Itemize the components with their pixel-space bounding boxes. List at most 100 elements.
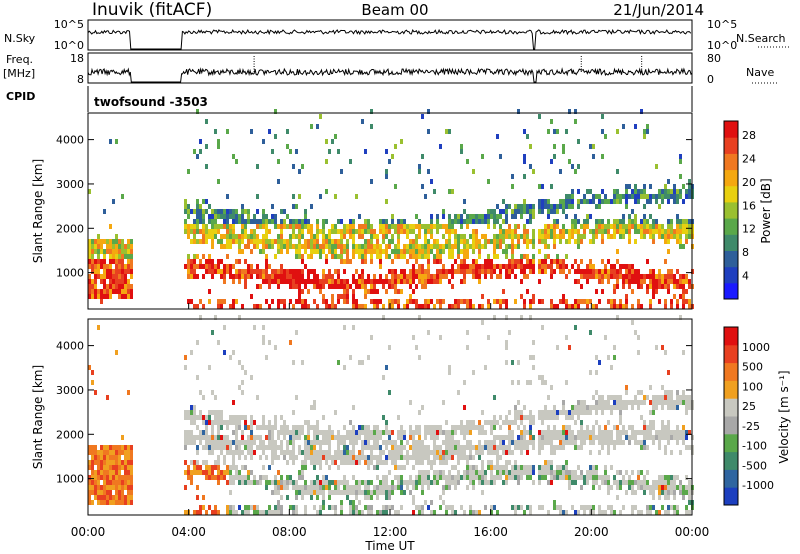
power-cell-164 bbox=[130, 269, 133, 274]
power-cell-1853 bbox=[625, 269, 628, 274]
power-cell-1692 bbox=[580, 199, 583, 204]
velocity-cell-1140 bbox=[436, 450, 439, 455]
power-cell-2017 bbox=[667, 249, 670, 254]
power-cell-1929 bbox=[643, 194, 646, 199]
velocity-cell-208 bbox=[190, 410, 193, 415]
velocity-cell-281 bbox=[211, 470, 214, 475]
power-cell-538 bbox=[280, 209, 283, 214]
velocity-cell-1775 bbox=[607, 475, 610, 480]
power-cell-1779 bbox=[607, 279, 610, 284]
velocity-cell-1021 bbox=[403, 445, 406, 450]
velocity-cell-1830 bbox=[619, 405, 622, 410]
velocity-cell-315 bbox=[217, 435, 220, 440]
velocity-cell-855 bbox=[361, 480, 364, 485]
velocity-cell-138 bbox=[121, 460, 124, 465]
power-cell-306 bbox=[217, 139, 220, 144]
power-cell-1176 bbox=[445, 269, 448, 274]
power-cell-269 bbox=[208, 229, 211, 234]
velocity-cell-1325 bbox=[487, 440, 490, 445]
velocity-cell-1706 bbox=[589, 410, 592, 415]
velocity-cell-1978 bbox=[661, 395, 664, 400]
velocity-cell-74 bbox=[106, 480, 109, 485]
velocity-cell-944 bbox=[382, 415, 385, 420]
power-cell-2040 bbox=[673, 279, 676, 284]
power-cell-683 bbox=[319, 284, 322, 289]
power-cell-1881 bbox=[631, 224, 634, 229]
power-cell-1157 bbox=[439, 274, 442, 279]
velocity-cell-909 bbox=[373, 430, 376, 435]
velocity-cell-1613 bbox=[565, 465, 568, 470]
power-cell-1521 bbox=[538, 239, 541, 244]
power-cell-518 bbox=[277, 269, 280, 274]
velocity-cell-256 bbox=[205, 475, 208, 480]
power-cell-1031 bbox=[409, 274, 412, 279]
velocity-cell-677 bbox=[313, 405, 316, 410]
power-cell-1010 bbox=[403, 269, 406, 274]
power-cell-1610 bbox=[562, 299, 565, 304]
velocity-cell-1605 bbox=[562, 430, 565, 435]
velocity-cell-1234 bbox=[463, 475, 466, 480]
power-cell-830 bbox=[355, 194, 358, 199]
velocity-cell-614 bbox=[298, 450, 301, 455]
power-cell-825 bbox=[355, 279, 358, 284]
power-cell-2107 bbox=[688, 224, 691, 229]
velocity-cell-1025 bbox=[406, 480, 409, 485]
power-cell-991 bbox=[397, 244, 400, 249]
velocity-cell-453 bbox=[253, 510, 256, 515]
velocity-cell-819 bbox=[352, 475, 355, 480]
velocity-cell-1600 bbox=[562, 470, 565, 475]
power-cell-1926 bbox=[643, 219, 646, 224]
power-cell-1505 bbox=[532, 259, 535, 264]
power-cell-760 bbox=[337, 244, 340, 249]
power-cell-406 bbox=[244, 224, 247, 229]
velocity-cell-1028 bbox=[406, 450, 409, 455]
velocity-cell-1035 bbox=[409, 435, 412, 440]
power-cell-273 bbox=[211, 274, 214, 279]
velocity-cell-1392 bbox=[505, 345, 508, 350]
power-cell-77 bbox=[109, 289, 112, 294]
power-cell-70 bbox=[106, 274, 109, 279]
power-cell-1398 bbox=[505, 254, 508, 259]
velocity-cell-592 bbox=[292, 440, 295, 445]
velocity-cell-1576 bbox=[553, 410, 556, 415]
power-cell-1687 bbox=[580, 269, 583, 274]
velocity-cell-821 bbox=[352, 455, 355, 460]
velocity-cell-620 bbox=[301, 490, 304, 495]
power-cell-1175 bbox=[445, 274, 448, 279]
power-cell-1727 bbox=[592, 264, 595, 269]
power-cell-420 bbox=[250, 269, 253, 274]
power-cell-1715 bbox=[589, 269, 592, 274]
velocity-cell-469 bbox=[259, 510, 262, 515]
power-cell-1172 bbox=[442, 224, 445, 229]
velocity-cell-1929 bbox=[649, 420, 652, 425]
power-cell-1647 bbox=[571, 234, 574, 239]
power-cell-1963 bbox=[652, 269, 655, 274]
velocity-cell-424 bbox=[244, 445, 247, 450]
power-cell-761 bbox=[337, 239, 340, 244]
power-cell-1776 bbox=[604, 194, 607, 199]
velocity-cell-1502 bbox=[532, 340, 535, 345]
power-cell-1297 bbox=[475, 219, 478, 224]
power-cell-1634 bbox=[565, 129, 568, 134]
velocity-cell-671 bbox=[313, 450, 316, 455]
velocity-cell-734 bbox=[328, 450, 331, 455]
power-cell-1744 bbox=[595, 194, 598, 199]
velocity-cell-1820 bbox=[619, 510, 622, 515]
power-cell-727 bbox=[328, 149, 331, 154]
power-cell-170 bbox=[130, 239, 133, 244]
velocity-cell-531 bbox=[274, 420, 277, 425]
velocity-cell-589 bbox=[292, 455, 295, 460]
power-cell-1462 bbox=[523, 269, 526, 274]
velocity-cell-1772 bbox=[607, 490, 610, 495]
velocity-cell-1026 bbox=[406, 460, 409, 465]
power-cell-1557 bbox=[547, 214, 550, 219]
power-cell-1045 bbox=[412, 254, 415, 259]
power-cell-139 bbox=[124, 294, 127, 299]
power-cell-1999 bbox=[661, 189, 664, 194]
power-cell-2036 bbox=[670, 194, 673, 199]
power-cell-1048 bbox=[412, 239, 415, 244]
power-cell-343 bbox=[229, 274, 232, 279]
power-cell-1943 bbox=[646, 129, 649, 134]
power-cell-708 bbox=[325, 259, 328, 264]
power-cell-418 bbox=[250, 294, 253, 299]
